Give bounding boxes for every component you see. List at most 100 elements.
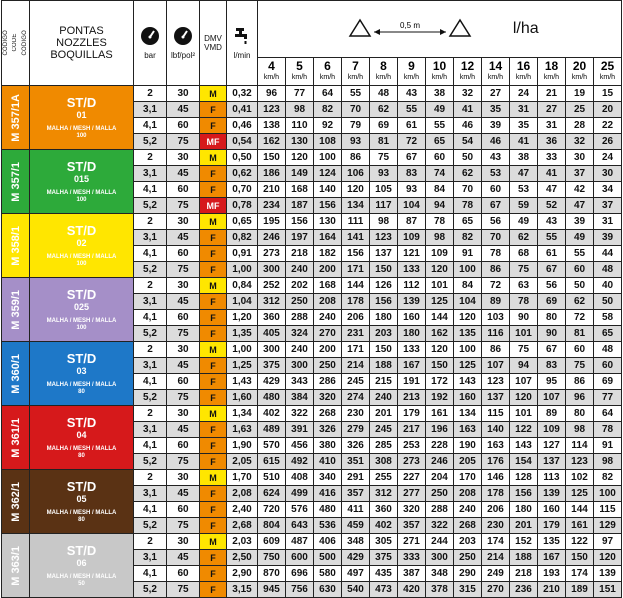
rate-cell: 111 [341,213,370,230]
rate-cell: 160 [537,501,566,518]
rate-cell: 94 [425,197,454,214]
rate-cell: 176 [481,453,510,470]
flow-cell: 2,50 [226,549,258,566]
table-row: M 357/1 ST/D 015 MALHA / MESH / MALLA 100 2 30… [1,149,622,214]
pressure-psi-cell: 75 [166,389,200,406]
rate-cell: 186 [257,165,286,182]
rate-cell: 406 [313,533,342,550]
table-row: 5,2 75 MF 0,78 234 187 156 134 117 104 94 78 67 59 52 4… [2,197,622,214]
rate-cell: 50 [565,277,594,294]
pressure-bar-cell: 2 [133,469,167,486]
rate-cell: 315 [453,581,482,598]
rate-cell: 245 [341,373,370,390]
rate-cell: 28 [565,117,594,134]
flow-cell: 0,50 [226,149,258,166]
rate-cell: 249 [481,565,510,582]
rate-cell: 25 [565,101,594,118]
rate-cell: 167 [537,549,566,566]
rate-cell: 125 [453,357,482,374]
rate-cell: 205 [453,453,482,470]
table-row: 5,2 75 MF 0,54 162 130 108 93 81 72 65 54 46 41 36 32 26 [2,133,622,150]
pressure-psi-cell: 60 [166,117,200,134]
rate-cell: 171 [341,261,370,278]
flow-cell: 0,82 [226,229,258,246]
pressure-bar-unit: bar [144,51,156,60]
rate-cell: 106 [341,165,370,182]
speed-header-8: 8 km/h [369,57,398,86]
speed-value: 14 [488,58,503,73]
rate-cell: 41 [453,101,482,118]
nozzle-type: ST/D [66,222,97,238]
rate-cell: 123 [369,229,398,246]
mesh-label: MALHA / MESH / MALLA [46,573,117,580]
flow-unit: l/min [233,51,251,60]
rate-cell: 320 [397,501,426,518]
dmv-cell: F [199,181,227,198]
pressure-psi-cell: 45 [166,485,200,502]
rate-cell: 156 [369,293,398,310]
rate-cell: 180 [369,309,398,326]
rate-cell: 120 [425,341,454,358]
rate-cell: 480 [313,501,342,518]
rate-cell: 189 [565,581,594,598]
rate-cell: 429 [257,373,286,390]
mesh-value: 100 [76,260,87,267]
pressure-bar-cell: 2 [133,149,167,166]
rate-cell: 214 [341,357,370,374]
mesh-value: 80 [78,452,85,459]
table-row: 5,2 75 F 2,05 615 492 410 351 308 273 246 205 176 154… [2,453,622,470]
rate-cell: 104 [397,197,426,214]
rate-cell: 78 [509,293,538,310]
code-header: CÓDIGO CODE CÓDIGO [1,0,30,86]
rate-cell: 375 [369,549,398,566]
table-row: 3,1 45 F 0,82 246 197 164 141 123 109 98 82 70 62 55 49… [2,229,622,246]
pressure-bar-cell: 3,1 [133,421,167,438]
rate-cell: 47 [509,165,538,182]
rate-cell: 116 [481,325,510,342]
rate-cell: 270 [481,581,510,598]
rate-cell: 200 [313,341,342,358]
dmv-cell: F [199,485,227,502]
rate-cell: 167 [397,357,426,374]
speed-unit: km/h [431,73,448,81]
rate-cell: 143 [453,373,482,390]
rate-cell: 117 [369,197,398,214]
rate-cell: 435 [369,565,398,582]
rate-cell: 174 [481,533,510,550]
rate-cell: 67 [537,341,566,358]
rate-cell: 234 [257,197,286,214]
rate-cell: 19 [565,85,594,102]
dmv-cell: MF [199,197,227,214]
pressure-psi-cell: 45 [166,229,200,246]
speed-header-20: 20 km/h [565,57,594,86]
rate-cell: 46 [481,133,510,150]
rate-cell: 72 [481,277,510,294]
speed-value: 20 [572,58,587,73]
rate-cell: 357 [397,517,426,534]
rate-cell: 123 [257,101,286,118]
rate-cell: 161 [425,405,454,422]
rate-cell: 163 [453,421,482,438]
rate-cell: 15 [593,85,622,102]
table-row: M 359/1 ST/D 025 MALHA / MESH / MALLA 100 2 30… [1,277,622,342]
rate-cell: 60 [481,181,510,198]
rate-cell: 203 [453,533,482,550]
nozzle-type-cell: ST/D 05 MALHA / MESH / MALLA 80 [29,469,134,534]
rate-cell: 193 [537,565,566,582]
pressure-bar-cell: 4,1 [133,565,167,582]
rate-cell: 21 [537,85,566,102]
rate-cell: 178 [341,293,370,310]
rate-cell: 459 [341,517,370,534]
rate-cell: 55 [425,117,454,134]
rate-cell: 182 [313,245,342,262]
table-row: 4,1 60 F 1,43 429 343 286 245 215 191 172 143 123 107… [2,373,622,390]
flow-cell: 0,65 [226,213,258,230]
rate-cell: 38 [509,149,538,166]
rate-cell: 77 [285,85,314,102]
rate-cell: 128 [509,469,538,486]
rate-cell: 109 [425,245,454,262]
rate-cell: 56 [481,213,510,230]
rate-cell: 312 [369,485,398,502]
rate-cell: 171 [341,341,370,358]
rate-cell: 84 [425,181,454,198]
